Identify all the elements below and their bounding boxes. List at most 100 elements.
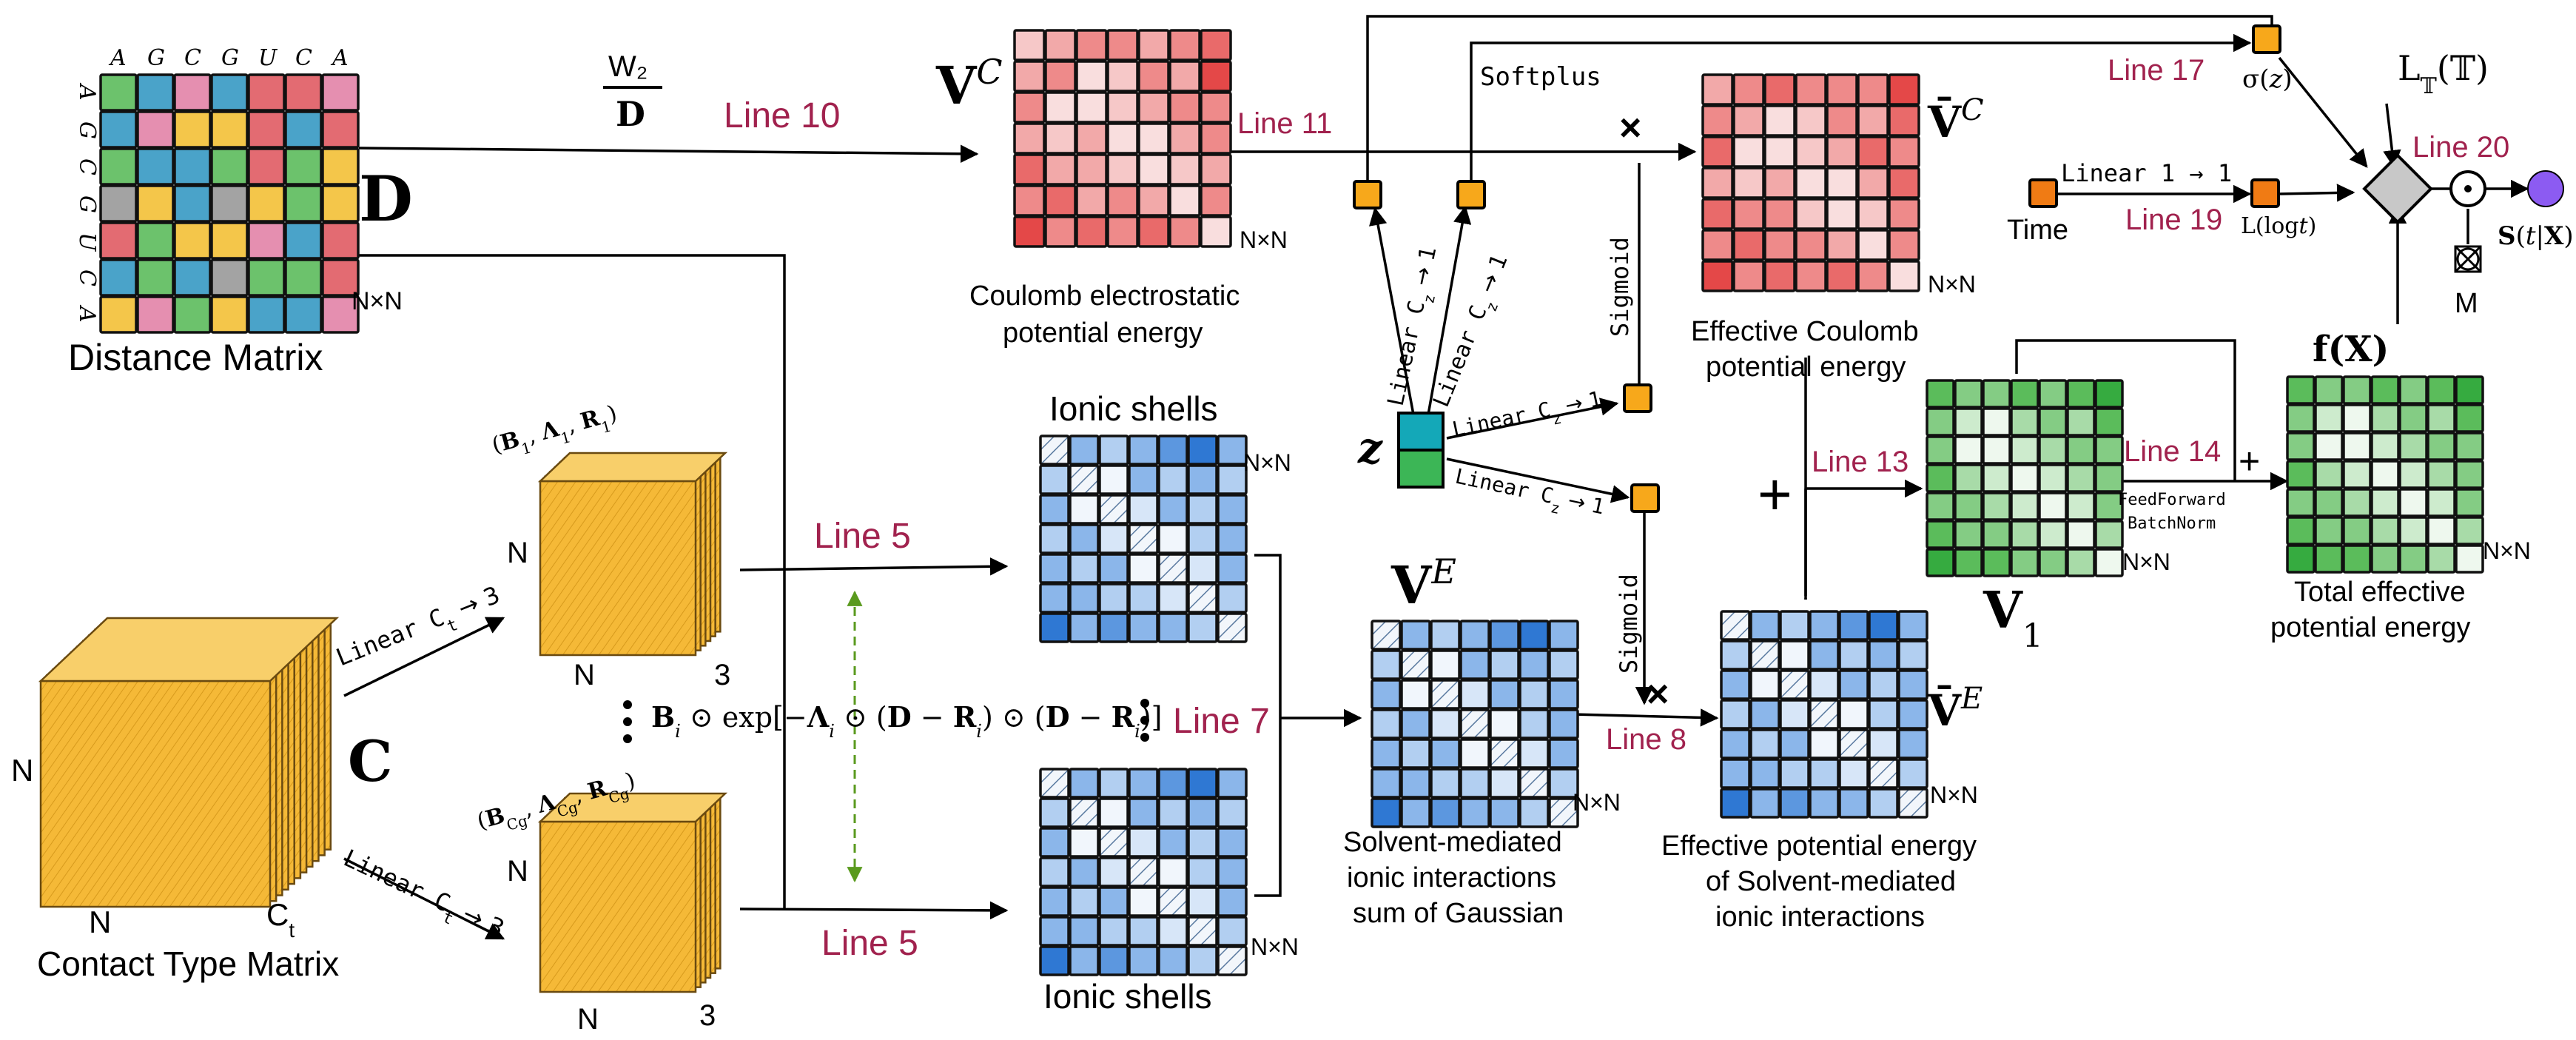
ve-cell	[1371, 649, 1402, 680]
v1-cell	[2010, 548, 2039, 577]
param-bottom-top-face	[537, 792, 728, 823]
fx-cell	[2286, 516, 2316, 546]
ve-cell	[1548, 768, 1579, 799]
vbare-cell	[1809, 758, 1840, 789]
fx-cell	[2455, 460, 2484, 489]
vbarc-cell	[1732, 73, 1765, 106]
vbarc-cell	[1732, 104, 1765, 137]
connectors	[343, 15, 2529, 940]
vc-cell	[1075, 153, 1108, 186]
distance-cell	[284, 110, 323, 149]
ve-cell	[1519, 708, 1550, 739]
line5-top-label: Line 5	[814, 517, 911, 556]
ve-cell	[1430, 797, 1461, 828]
vc-matrix-grid	[1013, 29, 1232, 248]
shells-top-cell	[1069, 612, 1100, 643]
shells-top-cell	[1157, 553, 1188, 584]
vc-cell	[1168, 153, 1201, 186]
vbare-cell	[1749, 640, 1780, 671]
vc-cell	[1013, 60, 1046, 93]
distance-symbol: D	[359, 162, 413, 235]
vbare-cell	[1809, 640, 1840, 671]
vbare-cell	[1720, 728, 1751, 759]
ve-cell	[1548, 679, 1579, 710]
vbarc-cell	[1826, 229, 1858, 261]
vc-cell	[1075, 122, 1108, 155]
fx-cell	[2342, 375, 2372, 405]
gate-node-2	[1456, 180, 1486, 209]
vbare-cell	[1897, 758, 1928, 789]
ve-cell	[1459, 768, 1490, 799]
param-cube-top	[537, 452, 728, 657]
vbare-cell	[1809, 699, 1840, 730]
vbare-cell	[1838, 728, 1869, 759]
distance-cell	[173, 184, 212, 223]
sequence-letter-left: A	[74, 304, 100, 323]
fx-cell	[2342, 516, 2372, 546]
fx-label: f(X)	[2313, 329, 2389, 370]
distance-nxn: N×N	[352, 287, 403, 315]
vbare-cell	[1720, 788, 1751, 819]
shells-bottom-cell	[1217, 886, 1248, 917]
vbare-label: V̄E	[1927, 682, 1983, 736]
param-bottom-slab	[539, 820, 697, 993]
vbare-cell	[1749, 788, 1780, 819]
v1-cell	[1954, 379, 1983, 409]
combine-diamond	[2362, 153, 2433, 224]
vc-cell	[1013, 153, 1046, 186]
distance-cell	[321, 258, 360, 297]
v1-cell	[2066, 407, 2096, 437]
v1-cell	[2010, 463, 2039, 493]
v1-cell	[1954, 463, 1983, 493]
v1-cell	[2094, 463, 2124, 493]
fx-cell	[2314, 375, 2344, 405]
shells-top-cell	[1039, 464, 1070, 495]
vc-cell	[1168, 215, 1201, 248]
shells-bottom-cell	[1128, 945, 1159, 976]
fx-cell	[2398, 403, 2428, 433]
shells-top-cell	[1069, 435, 1100, 466]
vc-cell	[1168, 60, 1201, 93]
ve-cell	[1459, 679, 1490, 710]
fx-cell	[2398, 432, 2428, 461]
fx-cell	[2427, 432, 2456, 461]
vbarc-label: V̄C	[1927, 93, 1984, 147]
distance-cell	[210, 295, 249, 334]
ve-matrix-grid	[1371, 620, 1579, 828]
ve-cell	[1459, 649, 1490, 680]
vbarc-cell	[1732, 229, 1765, 261]
shells-bottom-cell	[1157, 886, 1188, 917]
v1-cell	[2094, 520, 2124, 549]
distance-cell	[99, 295, 138, 334]
ve-cell	[1489, 768, 1520, 799]
shells-bottom-cell	[1128, 827, 1159, 858]
vc-cell	[1044, 60, 1077, 93]
vbare-cell	[1779, 610, 1810, 641]
vbarc-cell	[1732, 198, 1765, 230]
vbarc-cell	[1857, 260, 1889, 292]
vbare-cell	[1868, 610, 1899, 641]
batchnorm-label: BatchNorm	[2128, 514, 2216, 533]
fx-cell	[2314, 460, 2344, 489]
vbare-cell	[1868, 699, 1899, 730]
v1-cell	[1982, 407, 2011, 437]
shells-top-cell	[1187, 612, 1218, 643]
vc-cell	[1200, 153, 1232, 186]
distance-cell	[321, 110, 360, 149]
vbare-cell	[1868, 728, 1899, 759]
shells-bottom-cell	[1128, 768, 1159, 799]
vc-cell	[1137, 153, 1170, 186]
ve-cell	[1371, 679, 1402, 710]
shells-bottom-cell	[1187, 827, 1218, 858]
shells-bottom-cell	[1187, 916, 1218, 947]
distance-cell	[284, 221, 323, 260]
fx-cell	[2286, 460, 2316, 489]
llogt-node	[2250, 178, 2280, 208]
distance-cell	[321, 147, 360, 186]
distance-cell	[284, 258, 323, 297]
contact-symbol: C	[348, 728, 393, 794]
llogt-label: L(logt)	[2241, 213, 2316, 239]
shells-bottom-cell	[1128, 856, 1159, 888]
sequence-letter-left: G	[74, 121, 100, 139]
